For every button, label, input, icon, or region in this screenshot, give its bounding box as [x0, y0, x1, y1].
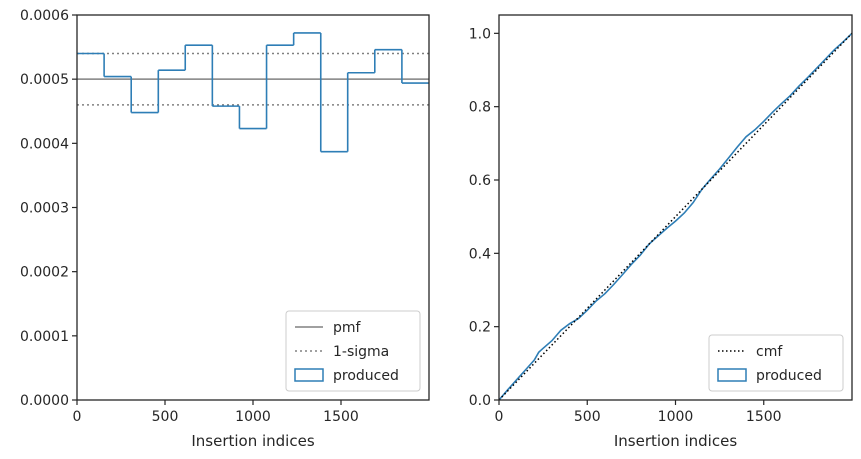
y-tick-label: 1.0 — [469, 26, 491, 42]
legend-label-cmf: cmf — [756, 344, 783, 360]
y-tick-label: 0.0005 — [20, 72, 69, 88]
legend-label-pmf: pmf — [333, 320, 362, 336]
x-tick-label: 500 — [574, 409, 601, 425]
y-tick-label: 0.0 — [469, 393, 491, 409]
produced-histogram — [77, 32, 429, 153]
legend-box — [708, 334, 844, 392]
x-tick-label: 0 — [495, 409, 504, 425]
y-tick-label: 0.0001 — [20, 329, 69, 345]
chart-right-cmf: 0 500 1000 1500 0.0 0.2 0.4 0.6 0.8 1.0 Insertion … — [469, 14, 853, 450]
legend: cmf produced — [708, 334, 844, 392]
chart-left-pmf: 0 500 1000 1500 0.0000 0.0001 0.0002 0.0003 0.00… — [20, 8, 430, 450]
x-tick-label: 1000 — [658, 409, 694, 425]
y-tick-label: 0.0004 — [20, 136, 69, 152]
y-tick-label: 0.0002 — [20, 265, 69, 281]
x-tick-label: 1500 — [746, 409, 782, 425]
x-tick-label: 0 — [73, 409, 82, 425]
y-tick-label: 0.0006 — [20, 8, 69, 24]
x-axis-label: Insertion indices — [191, 432, 314, 450]
x-axis-label: Insertion indices — [614, 432, 737, 450]
y-tick-label: 0.0000 — [20, 393, 69, 409]
legend-handle-produced — [717, 368, 747, 382]
y-tick-label: 0.2 — [469, 320, 491, 336]
y-tick-label: 0.6 — [469, 173, 491, 189]
produced-series-line — [498, 32, 853, 401]
y-tick-label: 0.8 — [469, 100, 491, 116]
y-tick-label: 0.0003 — [20, 201, 69, 217]
legend: pmf 1-sigma produced — [285, 310, 421, 392]
y-tick-label: 0.4 — [469, 246, 491, 262]
x-tick-label: 500 — [152, 409, 179, 425]
legend-label-produced: produced — [333, 368, 399, 384]
legend-box — [285, 310, 421, 392]
cmf-series-line — [498, 32, 853, 401]
x-tick-label: 1000 — [235, 409, 271, 425]
legend-label-produced: produced — [756, 368, 822, 384]
legend-label-1-sigma: 1-sigma — [333, 344, 389, 360]
x-tick-label: 1500 — [323, 409, 359, 425]
legend-handle-produced — [294, 368, 324, 382]
